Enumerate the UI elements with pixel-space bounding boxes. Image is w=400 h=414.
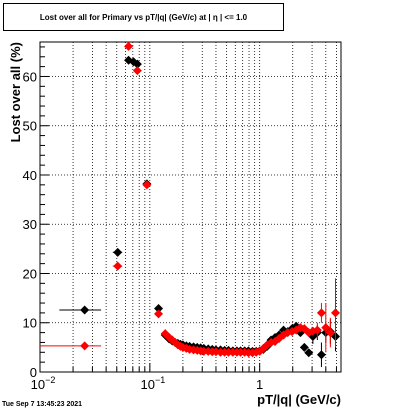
data-point bbox=[113, 247, 123, 257]
x-tick-label: 10−1 bbox=[140, 375, 165, 392]
y-tick-label: 50 bbox=[23, 119, 37, 134]
plot-frame bbox=[39, 41, 342, 373]
data-point bbox=[304, 348, 314, 358]
tick-labels: 0 10 20 30 40 50 60 10−2 10−1 1 bbox=[23, 69, 264, 392]
data-point bbox=[80, 305, 90, 315]
data-point bbox=[124, 41, 134, 51]
x-tick-label: 10−2 bbox=[31, 375, 56, 392]
y-tick-label: 60 bbox=[23, 69, 37, 84]
data-point bbox=[154, 309, 164, 319]
data-point bbox=[316, 308, 326, 318]
data-point bbox=[316, 350, 326, 360]
data-point bbox=[330, 308, 340, 318]
data-point bbox=[132, 66, 142, 76]
data-point bbox=[299, 342, 309, 352]
timestamp: Tue Sep 7 13:45:23 2021 bbox=[2, 401, 83, 408]
data-series bbox=[40, 41, 340, 368]
data-point bbox=[80, 341, 90, 351]
data-point bbox=[142, 180, 152, 190]
data-point bbox=[325, 328, 335, 338]
axis-ticks bbox=[39, 46, 337, 373]
y-tick-label: 10 bbox=[23, 316, 37, 331]
y-axis-label: Lost over all (%) bbox=[8, 42, 23, 142]
x-axis-label: pT/|q| (GeV/c) bbox=[257, 392, 341, 407]
y-tick-label: 30 bbox=[23, 217, 37, 232]
data-point bbox=[132, 59, 142, 69]
data-point bbox=[321, 323, 331, 333]
y-tick-label: 40 bbox=[23, 168, 37, 183]
series-black bbox=[59, 55, 340, 368]
y-tick-label: 20 bbox=[23, 266, 37, 281]
data-point bbox=[113, 261, 123, 271]
chart-title: Lost over all for Primary vs pT/|q| (GeV… bbox=[3, 3, 284, 31]
y-tick-label: 0 bbox=[30, 365, 37, 380]
x-tick-label: 1 bbox=[256, 377, 263, 392]
data-point bbox=[312, 325, 322, 335]
data-point bbox=[154, 303, 164, 313]
series-red bbox=[40, 41, 340, 358]
